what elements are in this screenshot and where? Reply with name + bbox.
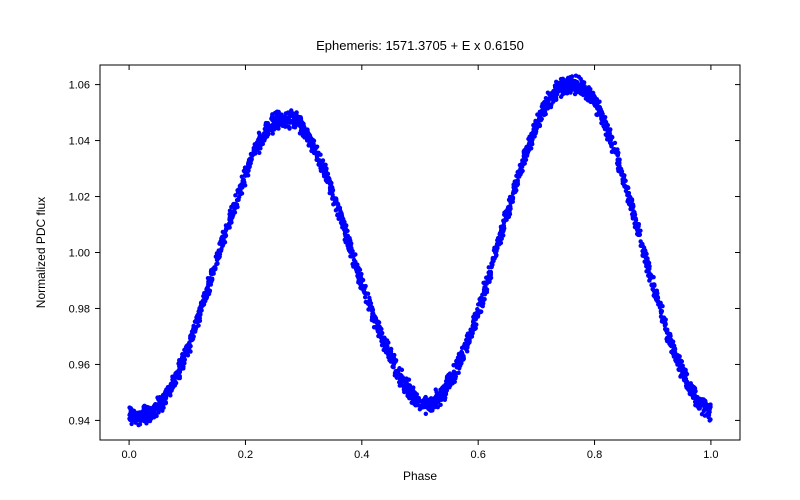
x-axis-label: Phase [403, 469, 437, 483]
y-axis-label: Normalized PDC flux [34, 197, 48, 308]
y-tick-label: 1.06 [69, 80, 90, 92]
light-curve-chart: Ephemeris: 1571.3705 + E x 0.6150 0.0 0.2 0… [0, 0, 800, 500]
chart-svg: Ephemeris: 1571.3705 + E x 0.6150 0.0 0.2 0… [0, 0, 800, 500]
y-tick-label: 0.98 [69, 303, 90, 315]
x-tick-label: 1.0 [703, 449, 718, 461]
x-tick-label: 0.0 [121, 449, 136, 461]
y-tick-label: 0.94 [69, 415, 90, 427]
y-tick-label: 1.00 [69, 248, 90, 260]
x-tick-label: 0.8 [587, 449, 602, 461]
x-tick-label: 0.6 [471, 449, 486, 461]
y-tick-label: 1.02 [69, 192, 90, 204]
x-tick-label: 0.2 [238, 449, 253, 461]
y-tick-label: 1.04 [69, 136, 90, 148]
chart-title: Ephemeris: 1571.3705 + E x 0.6150 [316, 38, 524, 53]
x-tick-label: 0.4 [354, 449, 369, 461]
y-tick-label: 0.96 [69, 359, 90, 371]
